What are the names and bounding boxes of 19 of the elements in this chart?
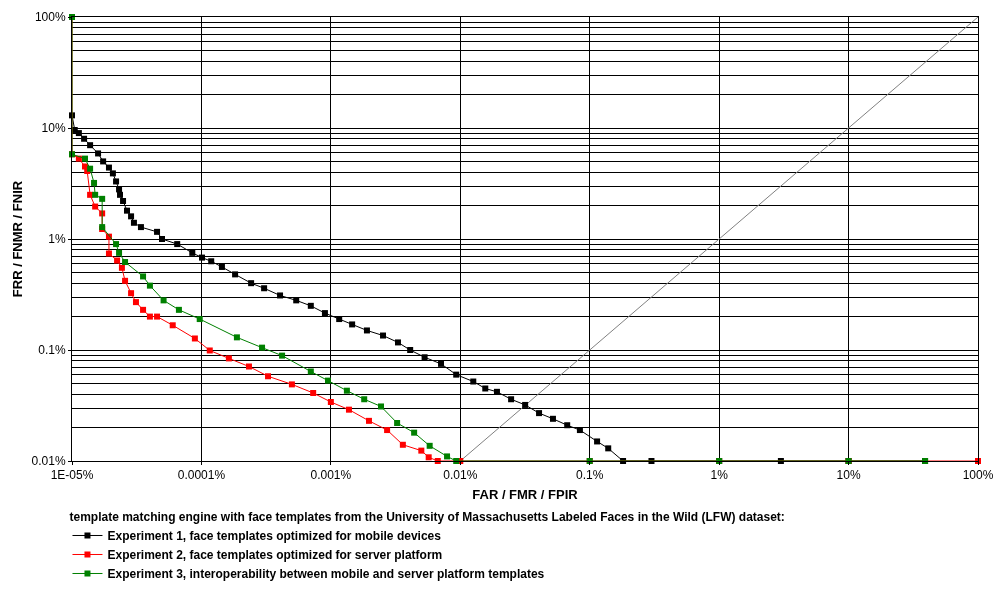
x-tick-label: 100% — [962, 468, 994, 483]
legend-label: Experiment 1, face templates optimized for mobile devices — [107, 529, 442, 544]
y-tick-label: 0.1% — [38, 343, 66, 358]
y-tick-label: 0.01% — [31, 454, 66, 469]
x-tick-label: 0.001% — [310, 468, 352, 483]
x-tick-label: 0.01% — [443, 468, 478, 483]
y-tick-label: 100% — [34, 10, 66, 25]
x-tick-label: 10% — [836, 468, 861, 483]
legend-title: template matching engine with face templates from the University of Massachusetts Labeled Faces in the Wild (LFW) dataset: — [69, 510, 785, 524]
x-tick-label: 0.1% — [576, 468, 604, 483]
legend-label: Experiment 3, interoperability between mobile and server platform templates — [107, 567, 545, 582]
x-tick-label: 1E-05% — [50, 468, 94, 483]
x-tick-label: 1% — [710, 468, 729, 483]
legend-label: Experiment 2, face templates optimized for server platform — [107, 548, 443, 563]
y-tick-label: 10% — [41, 121, 66, 136]
x-axis-title: FAR / FMR / FPIR — [472, 487, 579, 502]
x-tick-label: 0.0001% — [177, 468, 226, 483]
y-axis-title: FRR / FNMR / FNIR — [9, 180, 25, 298]
y-tick-label: 1% — [48, 232, 66, 247]
